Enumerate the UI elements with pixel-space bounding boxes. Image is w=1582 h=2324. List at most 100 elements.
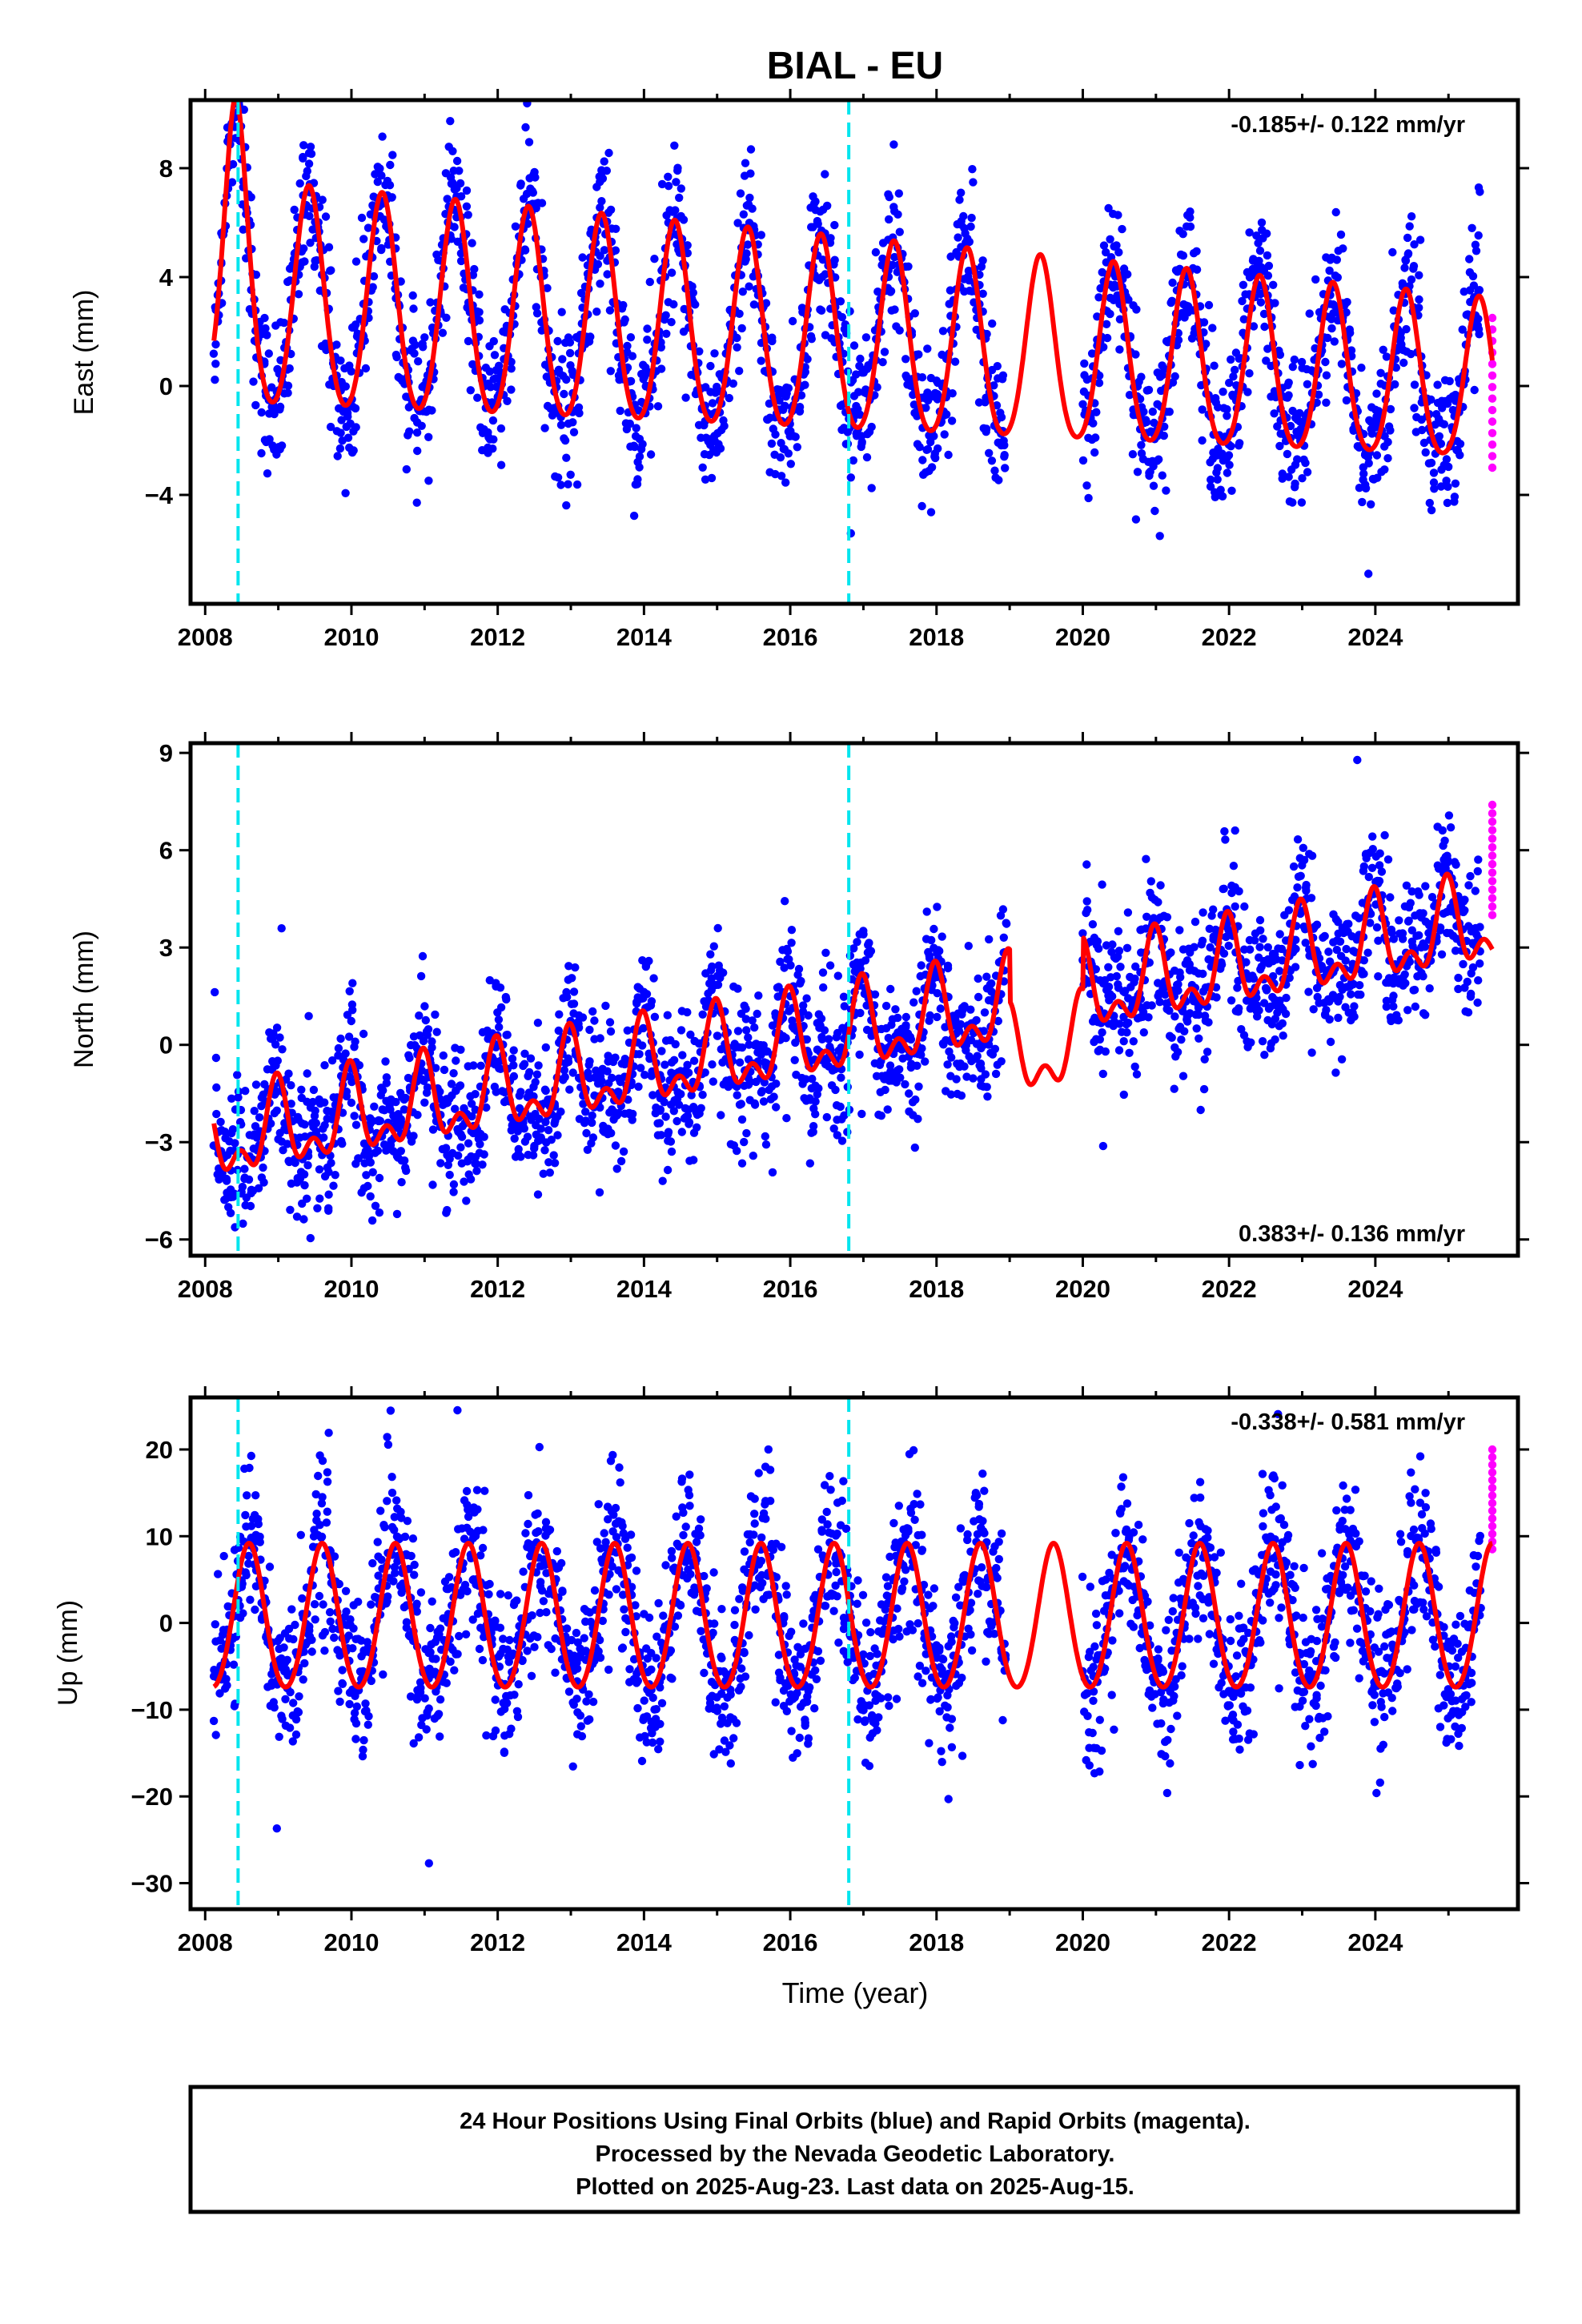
north-data-point [983,1092,992,1101]
north-data-point [709,942,718,951]
east-data-point [1373,473,1382,482]
east-data-point [1372,389,1381,398]
north-data-point [856,1008,865,1018]
north-x-tick-label: 2010 [323,1275,379,1303]
up-data-point [298,1594,307,1603]
east-data-point [1476,187,1484,196]
east-data-point [1095,371,1104,380]
north-data-point [1246,945,1255,954]
north-data-point [374,1116,383,1125]
north-data-point [443,1205,452,1215]
north-data-point [1104,983,1114,991]
east-data-point [894,189,904,198]
north-data-point [1342,944,1351,954]
north-data-point [456,1143,465,1152]
north-data-point [355,1061,364,1070]
north-data-point [1114,1046,1124,1055]
east-data-point [616,406,624,416]
east-data-point [1223,468,1232,477]
north-data-point [419,1036,428,1046]
north-data-point [1466,992,1476,1001]
east-data-point [303,167,311,175]
north-data-point [397,1178,406,1187]
east-data-point [930,432,938,440]
north-data-point [1331,1068,1340,1077]
east-data-point [1092,408,1101,416]
north-data-point [831,1085,840,1095]
east-data-point [516,179,525,188]
east-data-point [1199,318,1209,327]
north-data-point [870,990,880,999]
east-data-point [576,288,586,298]
north-data-point [742,1026,751,1035]
east-data-point [1331,207,1340,217]
east-data-point [701,475,710,484]
east-y-axis-label: East (mm) [69,290,99,416]
east-data-point [689,288,697,297]
north-data-point [981,1070,990,1079]
north-data-point [910,1143,920,1152]
north-data-point [1421,1011,1430,1019]
north-data-point [354,1154,363,1163]
east-data-point [729,379,737,388]
north-data-point [303,1194,311,1204]
north-data-point [1177,1035,1186,1044]
east-data-point [893,210,902,219]
up-data-point [247,1451,255,1461]
up-data-point [239,1609,247,1618]
north-data-point [1375,877,1384,886]
east-data-point [560,389,568,399]
north-rapid-point [1488,826,1497,834]
north-data-point [578,1013,588,1022]
north-data-point [859,930,868,939]
east-data-point [619,300,628,310]
up-data-point [345,1699,354,1709]
up-data-point [265,1562,275,1571]
east-data-point [786,460,795,468]
north-data-point [1170,1084,1178,1093]
east-data-point [867,484,876,493]
east-rapid-point [1488,463,1497,472]
north-data-point [914,1082,923,1092]
north-data-point [1162,913,1172,922]
east-data-point [442,313,451,322]
north-data-point [315,1165,324,1174]
east-data-point [605,306,615,315]
north-data-point [685,1118,694,1127]
north-data-point [1350,1012,1359,1021]
north-data-point [402,1166,411,1176]
up-data-point [367,1676,375,1686]
east-data-point [1321,357,1330,367]
east-data-point [947,416,957,425]
east-data-point [333,452,342,460]
up-data-point [211,1620,219,1629]
north-data-point [1260,1051,1269,1059]
east-data-point [265,435,274,444]
east-data-point [626,376,636,386]
east-data-point [988,319,997,328]
east-data-point [1388,247,1397,257]
north-data-point [1464,1008,1473,1017]
north-data-point [1476,959,1484,968]
east-data-point [620,318,628,327]
north-data-point [532,1070,542,1079]
north-data-point [315,1194,324,1203]
north-data-point [371,1201,380,1211]
north-data-point [338,1140,347,1148]
east-data-point [781,401,789,410]
north-data-point [1122,1028,1131,1037]
north-data-point [1278,1019,1287,1028]
up-data-point [358,1751,367,1761]
east-data-point [737,324,746,333]
east-data-point [683,241,692,250]
north-data-point [432,1027,441,1036]
east-data-point [307,149,316,159]
east-rapid-point [1488,313,1497,323]
north-data-point [336,1034,345,1043]
east-data-point [324,243,334,251]
east-data-point [464,211,472,219]
north-data-point [1256,926,1265,935]
north-data-point [958,1006,967,1015]
east-data-point [450,223,459,231]
east-data-point [1084,493,1093,503]
